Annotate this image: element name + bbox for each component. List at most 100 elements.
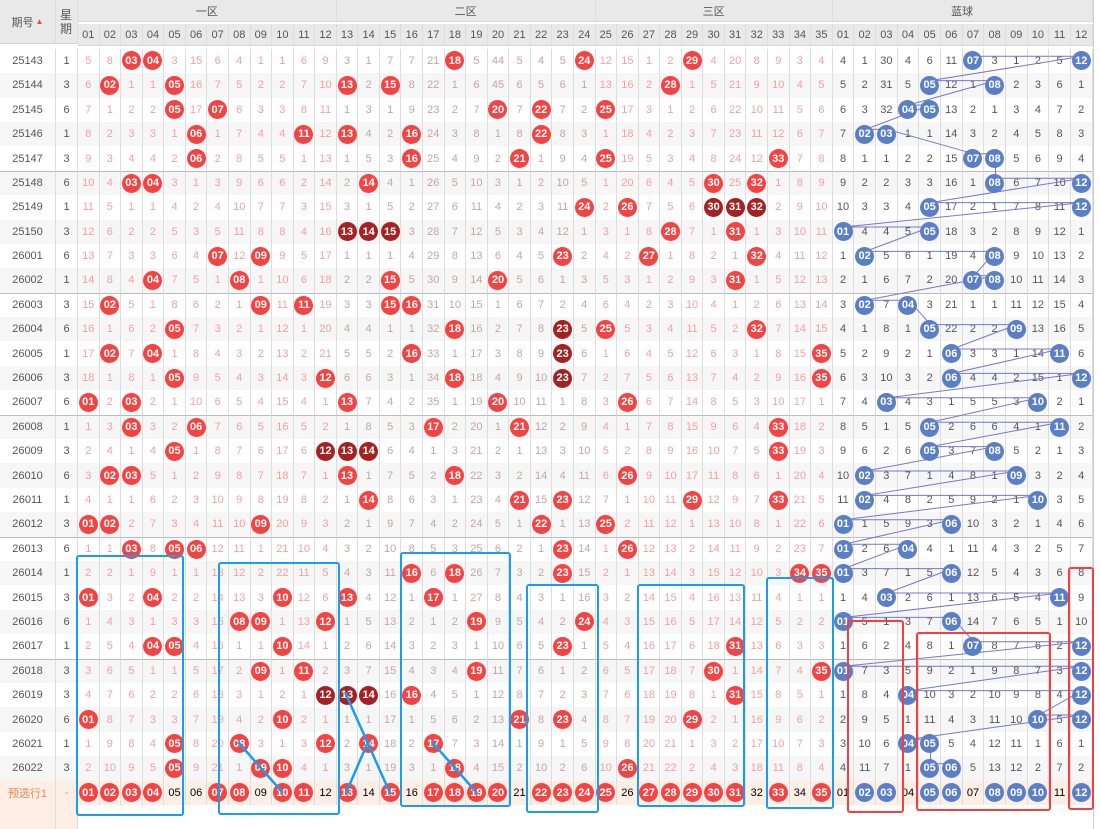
preselect-blue-cell[interactable]: 08 <box>984 780 1006 805</box>
preselect-blue-cell[interactable]: 06 <box>940 780 963 805</box>
selected-red-ball[interactable]: 11 <box>294 783 314 803</box>
selected-blue-ball[interactable]: 08 <box>985 783 1005 803</box>
sort-icon[interactable]: ▲ <box>35 17 44 26</box>
preselect-front-cell[interactable]: 22 <box>530 780 553 805</box>
selected-blue-ball[interactable]: 02 <box>855 783 875 803</box>
preselect-front-cell[interactable]: 23 <box>552 780 574 805</box>
preselect-blue-cell[interactable]: 07 <box>962 780 985 805</box>
selected-red-ball[interactable]: 33 <box>768 783 788 803</box>
preselect-blue-cell[interactable]: 11 <box>1049 780 1071 805</box>
preselect-front-cell[interactable]: 20 <box>487 780 510 805</box>
preselect-blue-cell[interactable]: 05 <box>919 780 941 805</box>
preselect-front-cell[interactable]: 12 <box>315 780 337 805</box>
preselect-front-cell[interactable]: 21 <box>509 780 531 805</box>
preselect-front-cell[interactable]: 09 <box>250 780 273 805</box>
selected-blue-ball[interactable]: 09 <box>1006 783 1026 803</box>
preselect-blue-cell[interactable]: 04 <box>897 780 920 805</box>
preselect-front-cell[interactable]: 14 <box>358 780 380 805</box>
preselect-front-cell[interactable]: 06 <box>185 780 208 805</box>
selected-blue-ball[interactable]: 03 <box>876 783 896 803</box>
preselect-front-cell[interactable]: 32 <box>746 780 768 805</box>
preselect-front-cell[interactable]: 18 <box>444 780 467 805</box>
preselect-front-cell[interactable]: 04 <box>142 780 165 805</box>
preselect-front-cell[interactable]: 11 <box>293 780 316 805</box>
preselect-front-cell[interactable]: 15 <box>379 780 402 805</box>
preselect-front-cell[interactable]: 03 <box>121 780 143 805</box>
blue-miss-cell: 1 <box>962 658 985 683</box>
selected-blue-ball[interactable]: 06 <box>941 783 961 803</box>
preselect-front-cell[interactable]: 34 <box>789 780 812 805</box>
front-miss-cell: 6 <box>638 170 661 196</box>
preselect-front-cell[interactable]: 13 <box>336 780 359 805</box>
preselect-front-cell[interactable]: 26 <box>617 780 639 805</box>
selected-red-ball[interactable]: 20 <box>488 783 508 803</box>
preselect-front-cell[interactable]: 27 <box>638 780 661 805</box>
selected-red-ball[interactable]: 18 <box>445 783 465 803</box>
selected-red-ball[interactable]: 22 <box>531 783 551 803</box>
preselect-front-cell[interactable]: 29 <box>681 780 704 805</box>
front-column-header: 31 <box>724 24 747 47</box>
blue-miss-cell: 11 <box>1005 731 1028 757</box>
preselect-label[interactable]: 预选行1 <box>0 780 56 805</box>
preselect-front-cell[interactable]: 33 <box>768 780 790 805</box>
front-miss-cell: 6 <box>466 73 488 98</box>
preselect-front-cell[interactable]: 24 <box>573 780 596 805</box>
preselect-front-cell[interactable]: 25 <box>595 780 618 805</box>
preselect-front-cell[interactable]: 07 <box>207 780 229 805</box>
front-miss-cell: 4 <box>573 707 596 732</box>
selected-blue-ball[interactable]: 12 <box>1071 783 1091 803</box>
selected-red-ball[interactable]: 28 <box>660 783 680 803</box>
preselect-blue-cell[interactable]: 12 <box>1070 780 1093 805</box>
selected-red-ball[interactable]: 02 <box>100 783 120 803</box>
selected-red-ball[interactable]: 08 <box>229 783 249 803</box>
selected-blue-ball[interactable]: 10 <box>1028 783 1048 803</box>
selected-red-ball[interactable]: 07 <box>208 783 228 803</box>
preselect-front-cell[interactable]: 10 <box>272 780 294 805</box>
preselect-front-cell[interactable]: 30 <box>703 780 725 805</box>
preselect-blue-cell[interactable]: 10 <box>1027 780 1050 805</box>
weekday: 1 <box>56 560 78 586</box>
preselect-front-cell[interactable]: 19 <box>466 780 488 805</box>
selected-red-ball[interactable]: 24 <box>574 783 594 803</box>
selected-red-ball[interactable]: 13 <box>337 783 357 803</box>
selected-red-ball[interactable]: 17 <box>423 783 443 803</box>
blue-miss-cell: 2 <box>1070 97 1093 122</box>
preselect-blue-cell[interactable]: 03 <box>876 780 898 805</box>
preselect-front-cell[interactable]: 31 <box>724 780 747 805</box>
selected-red-ball[interactable]: 01 <box>78 783 98 803</box>
preselect-front-cell[interactable]: 01 <box>78 780 100 805</box>
selected-red-ball[interactable]: 10 <box>272 783 292 803</box>
blue-hit-cell: 02 <box>854 292 876 318</box>
header-issue[interactable]: 期号 ▲ <box>0 0 56 44</box>
preselect-blue-cell[interactable]: 02 <box>854 780 876 805</box>
selected-red-ball[interactable]: 15 <box>380 783 400 803</box>
front-miss-cell: 15 <box>638 609 661 635</box>
preselect-blue-cell[interactable]: 01 <box>832 780 855 805</box>
selected-red-ball[interactable]: 19 <box>466 783 486 803</box>
selected-red-ball[interactable]: 04 <box>143 783 163 803</box>
front-miss-cell: 16 <box>681 439 704 464</box>
front-miss-cell: 5 <box>99 634 122 659</box>
selected-red-ball[interactable]: 25 <box>596 783 616 803</box>
preselect-front-cell[interactable]: 16 <box>401 780 423 805</box>
preselect-blue-cell[interactable]: 09 <box>1005 780 1028 805</box>
selected-red-ball[interactable]: 35 <box>811 783 831 803</box>
selected-red-ball[interactable]: 03 <box>121 783 141 803</box>
preselect-front-cell[interactable]: 17 <box>423 780 445 805</box>
front-hit-cell: 13 <box>336 121 359 147</box>
selected-red-ball[interactable]: 31 <box>725 783 745 803</box>
front-miss-cell: 2 <box>811 414 833 440</box>
selected-red-ball[interactable]: 27 <box>639 783 659 803</box>
selected-blue-ball[interactable]: 05 <box>920 783 940 803</box>
selected-red-ball[interactable]: 23 <box>553 783 573 803</box>
front-hit-cell: 18 <box>444 317 467 342</box>
preselect-front-cell[interactable]: 02 <box>99 780 122 805</box>
issue-number: 26004 <box>0 317 56 342</box>
selected-red-ball[interactable]: 30 <box>704 783 724 803</box>
preselect-front-cell[interactable]: 35 <box>811 780 833 805</box>
preselect-front-cell[interactable]: 05 <box>164 780 186 805</box>
front-miss-cell: 3 <box>573 268 596 293</box>
selected-red-ball[interactable]: 29 <box>682 783 702 803</box>
preselect-front-cell[interactable]: 08 <box>228 780 251 805</box>
preselect-front-cell[interactable]: 28 <box>660 780 682 805</box>
